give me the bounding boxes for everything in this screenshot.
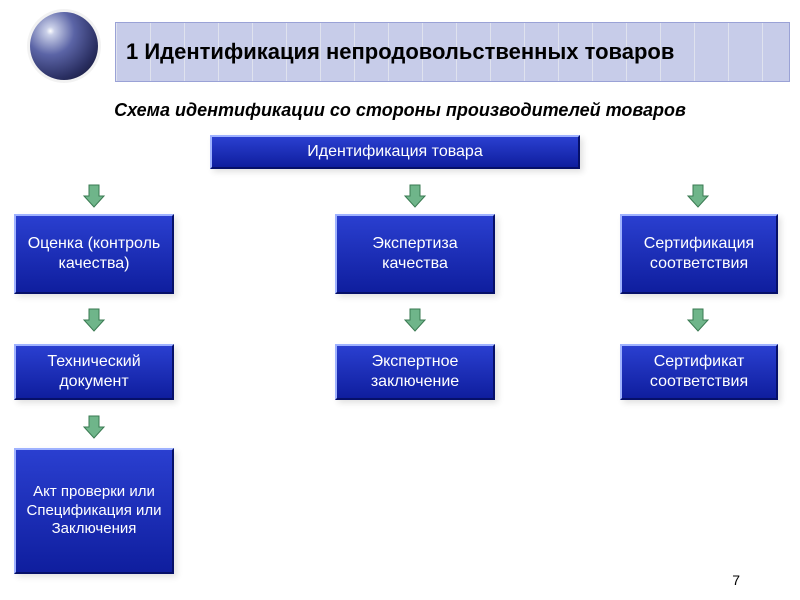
node-mid2: Экспертное заключение xyxy=(335,344,495,400)
page-number: 7 xyxy=(732,572,740,588)
page-title: 1 Идентификация непродовольственных това… xyxy=(126,39,674,64)
arrow-down-icon xyxy=(686,307,710,333)
node-left3: Акт проверки или Спецификация или Заключ… xyxy=(14,448,174,574)
node-left1: Оценка (контроль качества) xyxy=(14,214,174,294)
node-right2-label: Сертификат соответствия xyxy=(628,352,770,392)
arrow-down-icon xyxy=(686,183,710,209)
node-left2-label: Технический документ xyxy=(22,352,166,392)
arrow-down-icon xyxy=(82,307,106,333)
node-left2: Технический документ xyxy=(14,344,174,400)
node-left3-label: Акт проверки или Спецификация или Заключ… xyxy=(22,483,166,539)
node-right1: Сертификация соответствия xyxy=(620,214,778,294)
node-mid2-label: Экспертное заключение xyxy=(343,352,487,392)
arrow-down-icon xyxy=(82,414,106,440)
node-mid1-label: Экспертиза качества xyxy=(343,234,487,274)
subtitle: Схема идентификации со стороны производи… xyxy=(0,100,800,121)
arrow-down-icon xyxy=(403,183,427,209)
node-root-label: Идентификация товара xyxy=(307,142,482,162)
arrow-down-icon xyxy=(82,183,106,209)
node-mid1: Экспертиза качества xyxy=(335,214,495,294)
header-band: 1 Идентификация непродовольственных това… xyxy=(115,22,790,82)
node-left1-label: Оценка (контроль качества) xyxy=(22,234,166,274)
node-right1-label: Сертификация соответствия xyxy=(628,234,770,274)
node-root: Идентификация товара xyxy=(210,135,580,169)
globe-icon xyxy=(30,12,98,80)
node-right2: Сертификат соответствия xyxy=(620,344,778,400)
arrow-down-icon xyxy=(403,307,427,333)
